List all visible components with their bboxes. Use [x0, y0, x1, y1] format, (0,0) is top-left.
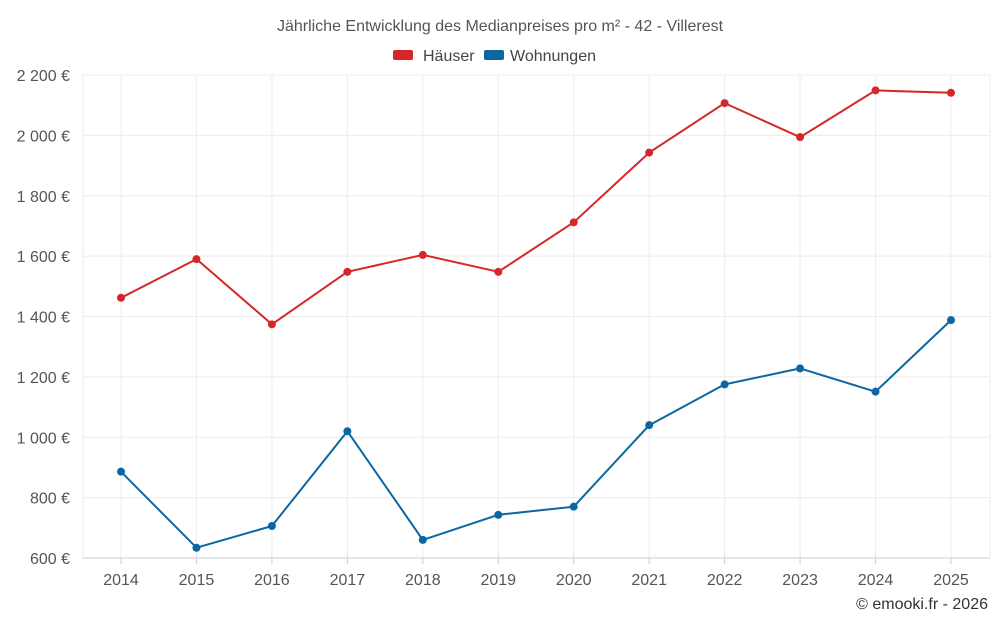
credit-text: © emooki.fr - 2026	[856, 596, 988, 613]
y-tick-label: 2 200 €	[17, 68, 70, 85]
data-point[interactable]	[418, 250, 427, 259]
data-point[interactable]	[343, 427, 352, 436]
y-tick-label: 1 400 €	[17, 310, 70, 327]
y-tick-label: 1 000 €	[17, 430, 70, 447]
y-tick-label: 1 200 €	[17, 370, 70, 387]
data-point[interactable]	[569, 218, 578, 227]
legend-label: Wohnungen	[510, 48, 596, 65]
x-tick-label: 2022	[707, 572, 743, 589]
data-point[interactable]	[947, 88, 955, 97]
x-tick-label: 2014	[103, 572, 139, 589]
x-tick-label: 2018	[405, 572, 441, 589]
data-point[interactable]	[117, 467, 125, 476]
series-line	[120, 319, 952, 549]
chart-title: Jährliche Entwicklung des Medianpreises …	[277, 18, 724, 35]
data-point[interactable]	[871, 86, 880, 95]
x-tick-label: 2021	[631, 572, 667, 589]
grid	[82, 74, 991, 559]
data-point[interactable]	[117, 293, 125, 302]
legend-swatch	[393, 50, 413, 60]
y-axis: 600 € 800 € 1 000 € 1 200 € 1 400 € 1 600 € 1 …	[17, 68, 70, 568]
y-tick-label: 1 600 €	[17, 249, 70, 266]
data-point[interactable]	[645, 421, 654, 430]
data-point[interactable]	[947, 316, 955, 325]
legend-label: Häuser	[423, 48, 475, 65]
data-point[interactable]	[343, 267, 352, 276]
data-point[interactable]	[267, 522, 276, 531]
data-point[interactable]	[720, 99, 729, 108]
data-point[interactable]	[796, 364, 805, 373]
series-layer	[117, 86, 955, 552]
y-tick-label: 1 800 €	[17, 189, 70, 206]
y-tick-label: 600 €	[30, 551, 70, 568]
data-point[interactable]	[267, 320, 276, 329]
legend-swatch	[484, 50, 504, 60]
data-point[interactable]	[494, 267, 503, 276]
x-axis: 2014 2015 2016 2017 2018 2019 2020 2021 2022 2023…	[83, 557, 990, 589]
data-point[interactable]	[494, 510, 503, 519]
data-point[interactable]	[796, 133, 805, 142]
x-tick-label: 2024	[858, 572, 894, 589]
x-tick-label: 2025	[933, 572, 969, 589]
data-point[interactable]	[645, 148, 654, 157]
data-point[interactable]	[871, 387, 880, 396]
legend: Häuser Wohnungen	[393, 48, 596, 65]
series-line	[120, 89, 952, 326]
x-tick-label: 2020	[556, 572, 592, 589]
data-point[interactable]	[192, 543, 201, 552]
x-tick-label: 2017	[330, 572, 366, 589]
data-point[interactable]	[418, 535, 427, 544]
data-point[interactable]	[569, 502, 578, 511]
data-point[interactable]	[192, 255, 201, 264]
x-tick-label: 2015	[179, 572, 215, 589]
data-point[interactable]	[720, 380, 729, 389]
x-tick-label: 2019	[480, 572, 516, 589]
y-tick-label: 800 €	[30, 491, 70, 508]
y-tick-label: 2 000 €	[17, 128, 70, 145]
x-tick-label: 2016	[254, 572, 290, 589]
x-tick-label: 2023	[782, 572, 818, 589]
